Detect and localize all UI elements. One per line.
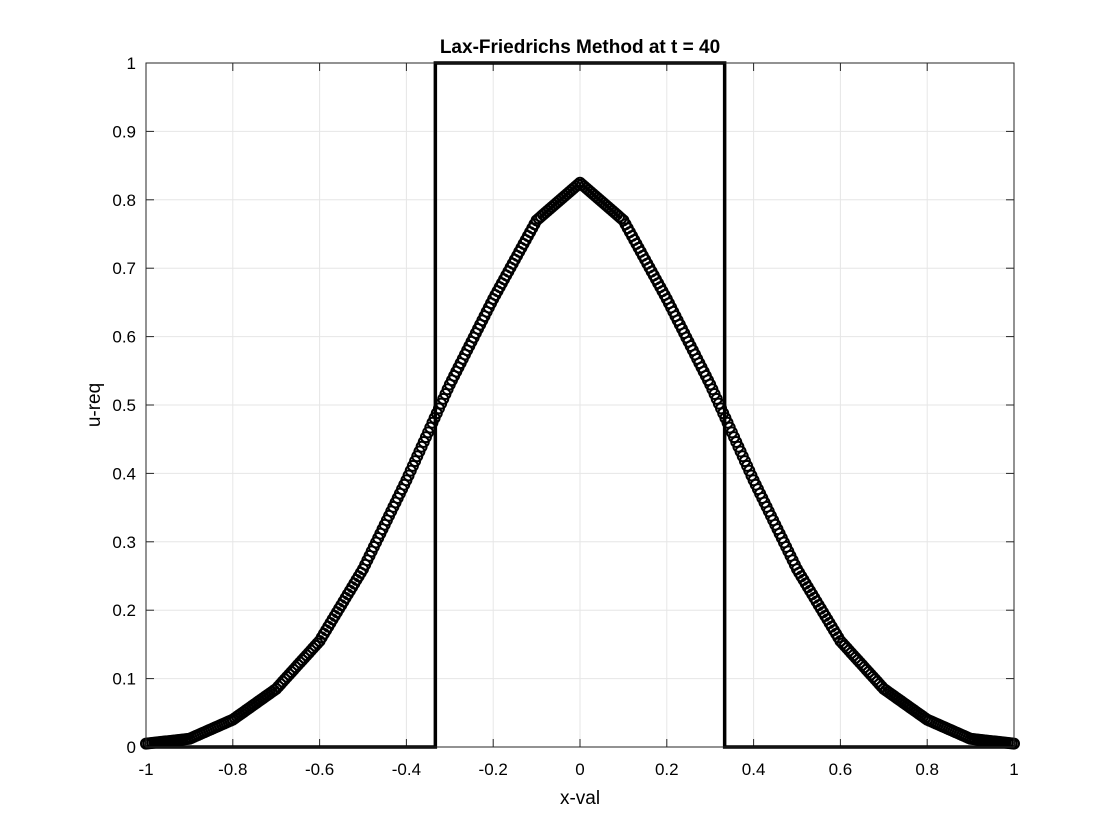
x-tick-label: 0 [575, 760, 584, 779]
y-tick-labels: 0 0.1 0.2 0.3 0.4 0.5 0.6 0.7 0.8 0.9 1 [112, 54, 136, 757]
x-tick-label: 0.2 [655, 760, 679, 779]
y-tick-label: 1 [127, 54, 136, 73]
x-tick-label: -0.8 [218, 760, 247, 779]
x-tick-label: -0.2 [479, 760, 508, 779]
series-markers-numerical [140, 176, 1020, 750]
x-tick-label: 1 [1009, 760, 1018, 779]
x-tick-label: 0.4 [742, 760, 766, 779]
y-tick-label: 0.2 [112, 601, 136, 620]
y-tick-label: 0.8 [112, 191, 136, 210]
chart-title: Lax-Friedrichs Method at t = 40 [440, 37, 720, 58]
y-tick-label: 0.5 [112, 396, 136, 415]
x-tick-label: 0.8 [915, 760, 939, 779]
x-axis-label: x-val [560, 788, 600, 809]
y-tick-label: 0.4 [112, 464, 136, 483]
y-tick-label: 0.9 [112, 122, 136, 141]
x-tick-label: 0.6 [829, 760, 853, 779]
y-tick-label: 0 [127, 738, 136, 757]
plot-box [145, 62, 1015, 748]
x-tick-labels: -1 -0.8 -0.6 -0.4 -0.2 0 0.2 0.4 0.6 0.8 1 [138, 760, 1018, 779]
x-tick-label: -0.6 [305, 760, 334, 779]
y-tick-label: 0.3 [112, 533, 136, 552]
y-tick-label: 0.7 [112, 259, 136, 278]
y-axis-label: u-req [84, 383, 105, 427]
y-tick-label: 0.1 [112, 670, 136, 689]
y-tick-label: 0.6 [112, 328, 136, 347]
x-tick-label: -0.4 [392, 760, 421, 779]
x-tick-label: -1 [138, 760, 153, 779]
